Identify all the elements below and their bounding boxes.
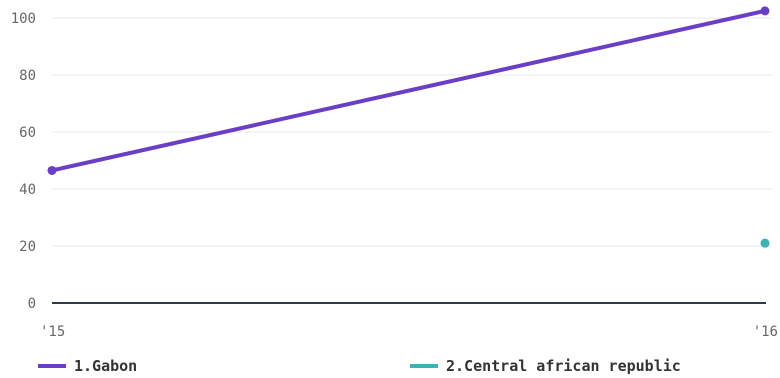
data-point	[760, 6, 770, 16]
gridlines	[52, 17, 772, 247]
y-tick-label: 40	[19, 182, 36, 198]
data-point	[47, 165, 57, 175]
legend: 1.Gabon 2.Central african republic	[38, 357, 681, 375]
y-axis-ticks: 0 20 40 60 80 100	[11, 11, 36, 312]
x-tick-label: '16	[753, 324, 778, 340]
y-tick-label: 20	[19, 239, 36, 255]
series-line	[50, 8, 767, 173]
legend-label: 2.Central african republic	[446, 357, 681, 375]
legend-label: 1.Gabon	[74, 357, 137, 375]
series	[47, 6, 770, 248]
y-tick-label: 60	[19, 125, 36, 141]
y-tick-label: 0	[28, 296, 36, 312]
x-tick-label: '15	[40, 324, 65, 340]
y-tick-label: 100	[11, 11, 36, 27]
x-axis-ticks: '15 '16	[40, 324, 778, 340]
y-tick-label: 80	[19, 68, 36, 84]
data-point	[760, 238, 770, 248]
